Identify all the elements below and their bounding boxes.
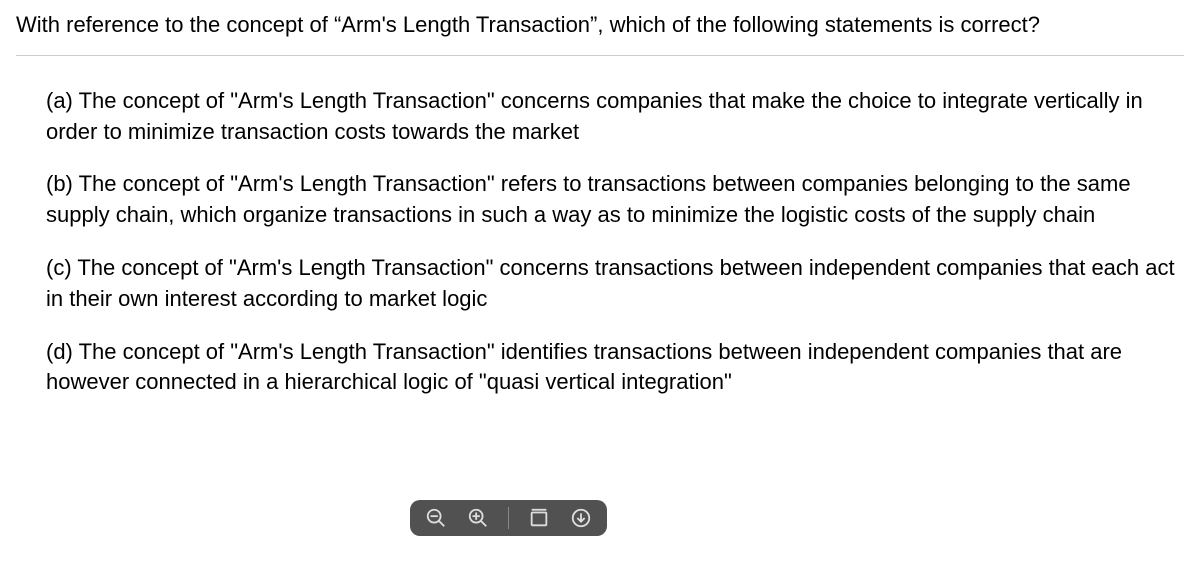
toolbar-separator — [508, 507, 509, 529]
option-b[interactable]: (b) The concept of "Arm's Length Transac… — [46, 169, 1184, 231]
fit-page-icon[interactable] — [527, 506, 551, 530]
question-container: With reference to the concept of “Arm's … — [0, 0, 1200, 436]
option-c[interactable]: (c) The concept of "Arm's Length Transac… — [46, 253, 1184, 315]
divider — [16, 55, 1184, 56]
zoom-out-icon[interactable] — [424, 506, 448, 530]
question-text: With reference to the concept of “Arm's … — [16, 10, 1184, 41]
option-d[interactable]: (d) The concept of "Arm's Length Transac… — [46, 337, 1184, 399]
zoom-in-icon[interactable] — [466, 506, 490, 530]
download-icon[interactable] — [569, 506, 593, 530]
option-a[interactable]: (a) The concept of "Arm's Length Transac… — [46, 86, 1184, 148]
viewer-toolbar — [410, 500, 607, 536]
options-list: (a) The concept of "Arm's Length Transac… — [16, 86, 1184, 398]
